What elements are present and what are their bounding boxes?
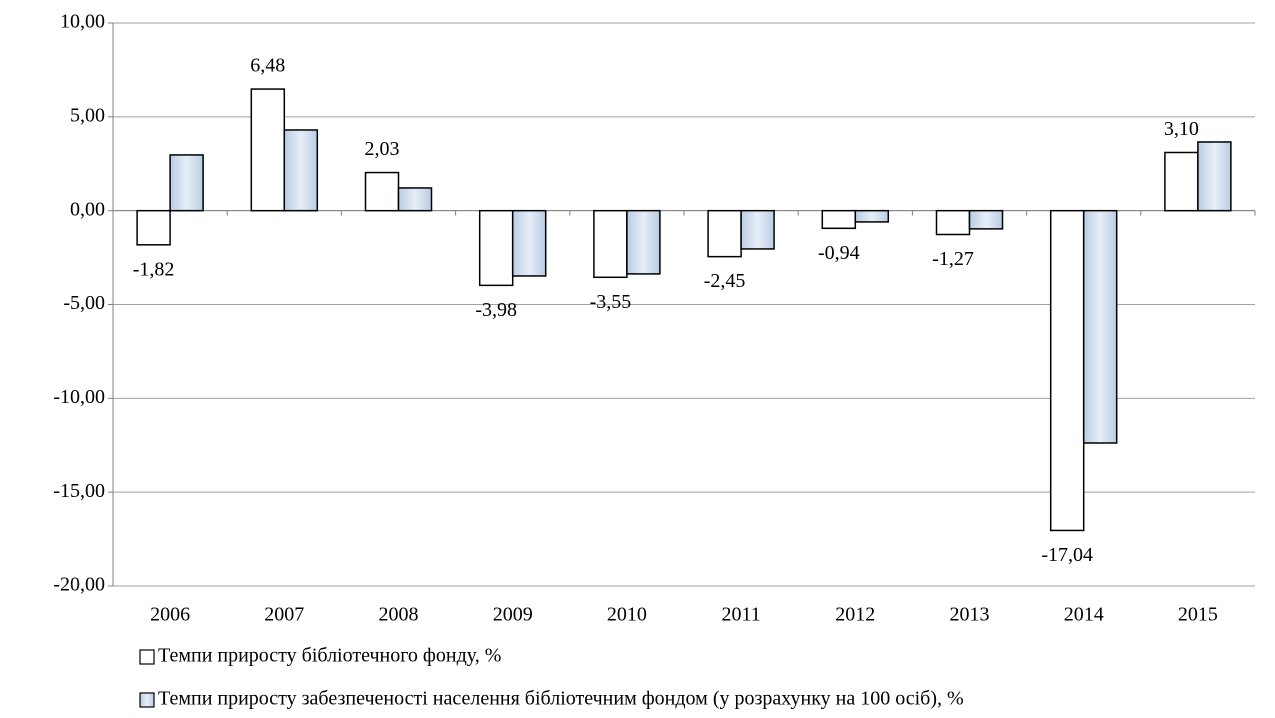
legend-label: Темпи приросту забезпеченості населення … — [158, 688, 964, 710]
y-tick-label: 0,00 — [70, 198, 105, 220]
bar — [283, 129, 319, 212]
x-tick-label: 2015 — [1178, 604, 1218, 626]
y-tick-label: -20,00 — [53, 574, 105, 596]
bar — [740, 209, 775, 250]
x-tick-label: 2010 — [607, 604, 647, 626]
data-label: -3,98 — [475, 299, 517, 321]
x-tick-label: 2011 — [721, 604, 760, 626]
bar — [364, 171, 400, 212]
bar — [707, 209, 742, 258]
bar — [1049, 209, 1085, 532]
bar — [1197, 141, 1232, 212]
data-label: 3,10 — [1164, 118, 1199, 140]
bar — [511, 209, 547, 277]
x-tick-label: 2006 — [150, 604, 190, 626]
bar — [593, 209, 628, 279]
y-tick-label: 10,00 — [60, 11, 105, 33]
bar — [935, 209, 971, 236]
bar — [821, 209, 857, 230]
bar — [250, 88, 286, 212]
bar — [968, 209, 1004, 230]
legend-label: Темпи приросту бібліотечного фонду, % — [158, 645, 501, 667]
bar — [1164, 151, 1199, 212]
x-tick-label: 2008 — [379, 604, 419, 626]
x-tick-label: 2012 — [835, 604, 875, 626]
bar — [136, 209, 171, 246]
y-tick-label: -15,00 — [53, 480, 105, 502]
bar — [397, 187, 433, 212]
y-tick-label: -5,00 — [63, 292, 105, 314]
x-tick-label: 2007 — [264, 604, 304, 626]
data-label: -1,27 — [932, 248, 974, 270]
data-label: -2,45 — [704, 270, 746, 292]
legend-swatch — [139, 649, 155, 665]
data-label: -3,55 — [590, 291, 632, 313]
data-label: -0,94 — [818, 242, 860, 264]
bar — [854, 209, 890, 223]
x-tick-label: 2009 — [493, 604, 533, 626]
bar — [626, 209, 661, 275]
legend-swatch — [139, 692, 155, 708]
bar — [478, 209, 514, 287]
x-tick-label: 2013 — [950, 604, 990, 626]
bar — [169, 154, 204, 212]
data-label: 2,03 — [365, 138, 400, 160]
y-tick-label: 5,00 — [70, 104, 105, 126]
x-tick-label: 2014 — [1064, 604, 1104, 626]
data-label: -17,04 — [1041, 544, 1093, 566]
y-tick-label: -10,00 — [53, 386, 105, 408]
data-label: 6,48 — [250, 55, 285, 77]
bar — [1082, 209, 1118, 444]
data-label: -1,82 — [133, 258, 175, 280]
